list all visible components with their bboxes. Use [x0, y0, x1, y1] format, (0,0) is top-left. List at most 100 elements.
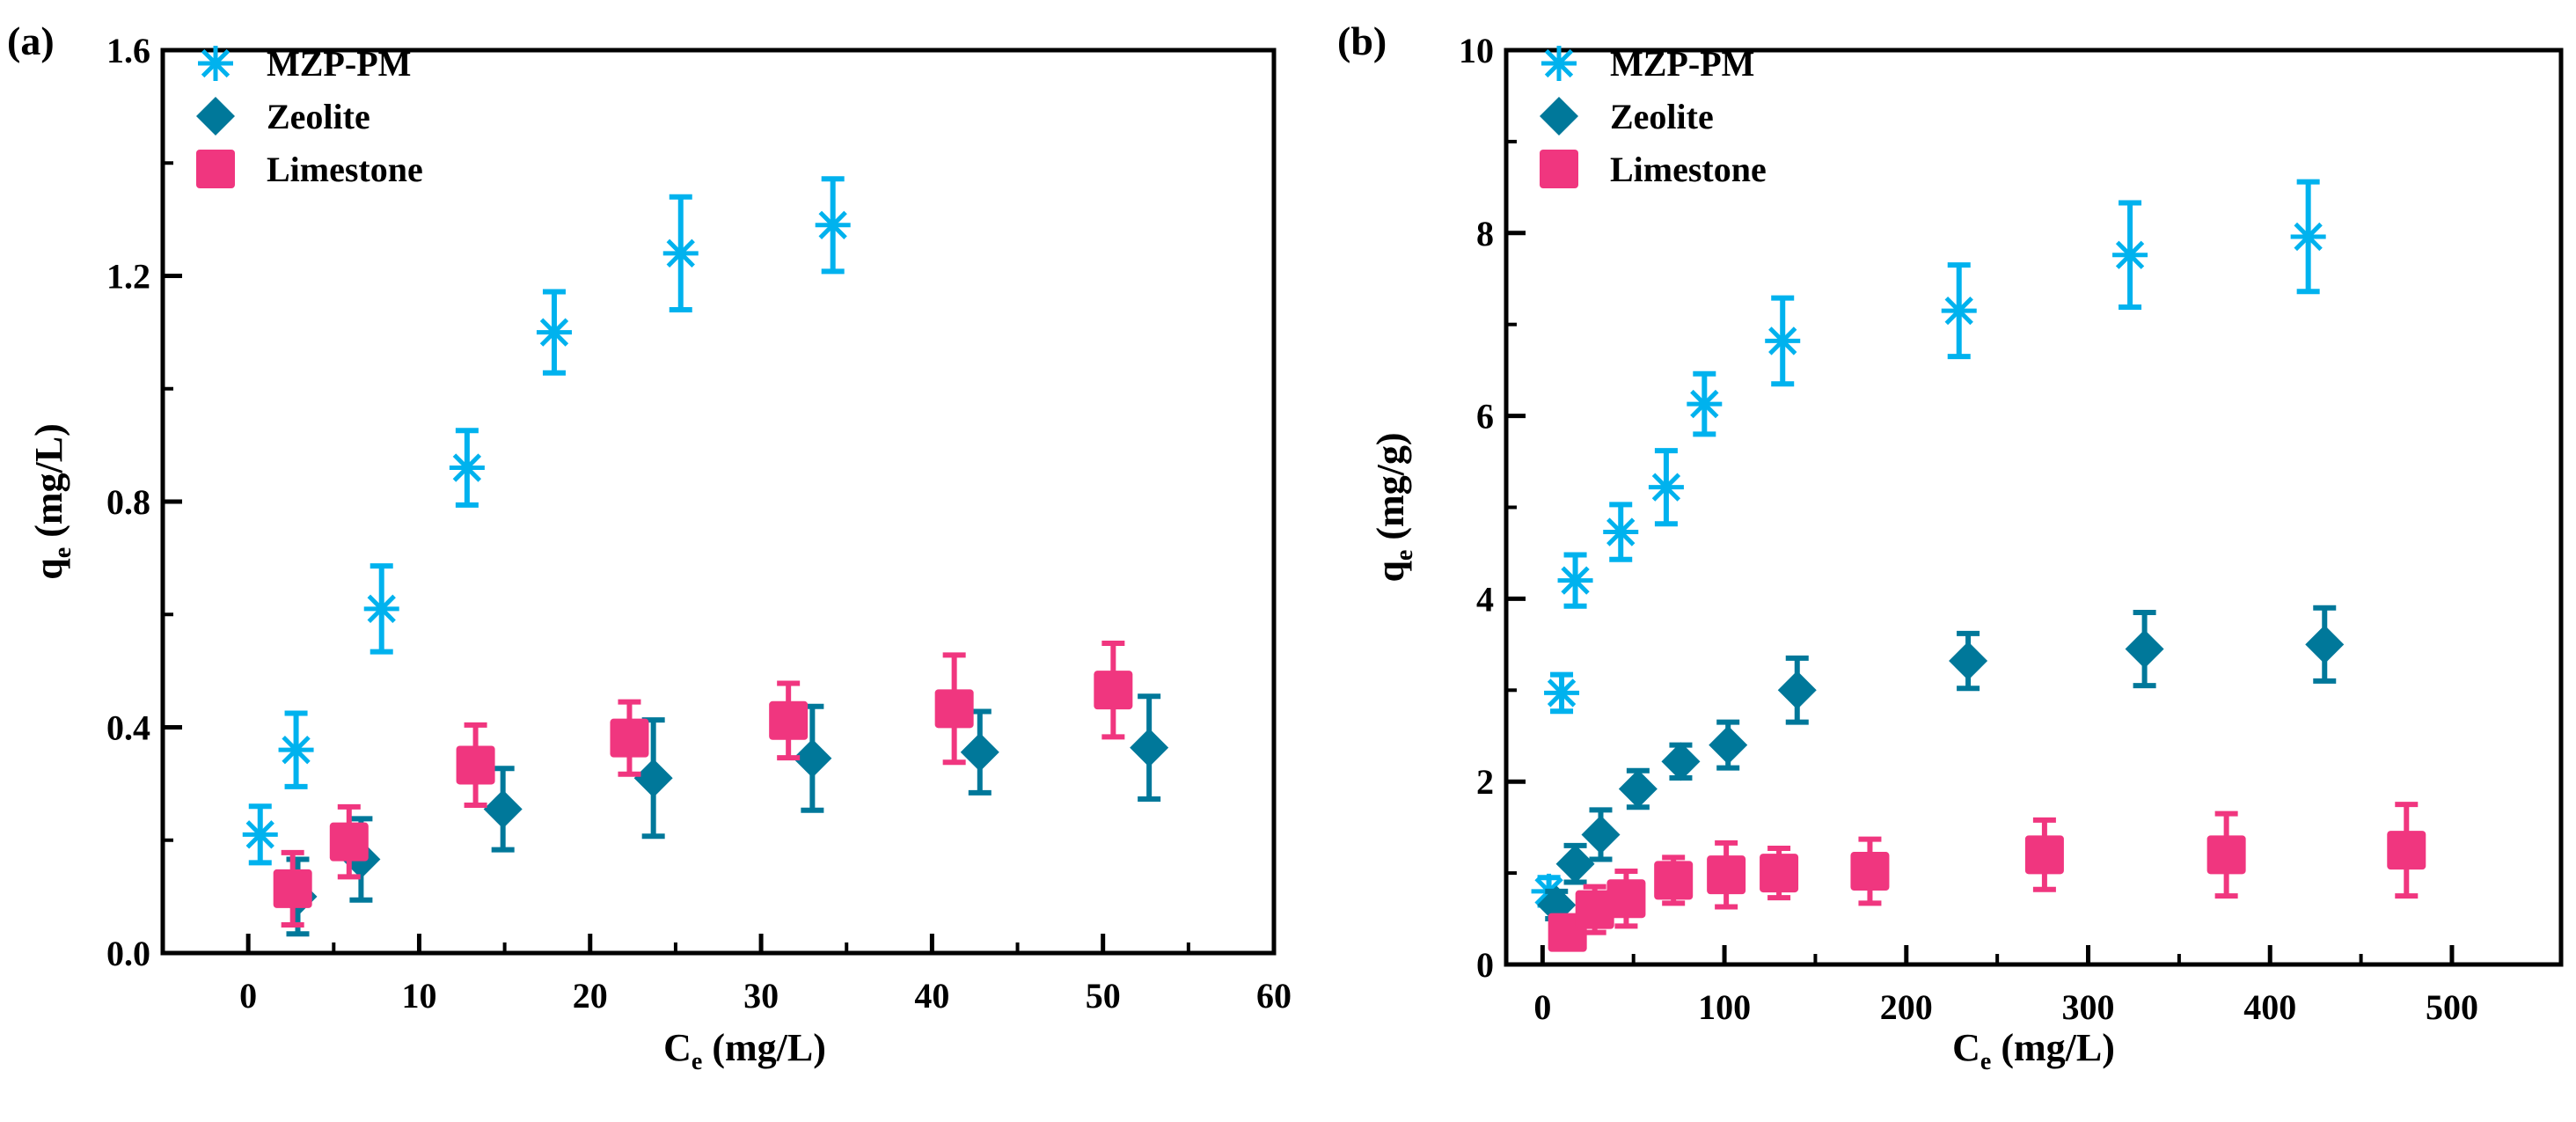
- data-point-diamond: [2305, 625, 2345, 664]
- y-tick-label: 0: [1476, 945, 1494, 985]
- data-point-diamond: [1581, 815, 1621, 854]
- legend-label: MZP-PM: [1610, 44, 1754, 84]
- panel-label: (a): [7, 18, 55, 63]
- data-point-asterisk: [1544, 675, 1580, 711]
- y-tick-label: 4: [1476, 579, 1494, 619]
- data-point-square: [1850, 852, 1890, 891]
- y-axis-label-unit: (mg/L): [27, 423, 70, 547]
- series-zeolite: [1537, 605, 2345, 925]
- x-axis-label-unit: (mg/L): [702, 1026, 826, 1069]
- x-tick-label: 500: [2426, 987, 2478, 1027]
- data-point-diamond: [633, 759, 673, 798]
- x-tick-label: 20: [573, 976, 608, 1016]
- asterisk-stroke: [1768, 326, 1797, 356]
- y-tick-label: 10: [1459, 31, 1494, 70]
- x-tick-label: 0: [1533, 987, 1551, 1027]
- y-tick-label: 1.6: [106, 31, 150, 70]
- panel-label: (b): [1337, 18, 1387, 63]
- data-point-square: [610, 718, 649, 758]
- asterisk-stroke: [1944, 296, 1973, 326]
- legend-marker-zeolite: [196, 97, 235, 136]
- asterisk-stroke: [282, 735, 311, 765]
- data-point-asterisk: [1557, 562, 1593, 598]
- data-point-asterisk: [449, 450, 485, 486]
- asterisk-stroke: [1544, 48, 1574, 78]
- legend-label: MZP-PM: [267, 44, 411, 84]
- data-point-asterisk: [1941, 293, 1977, 329]
- x-tick-label: 60: [1256, 976, 1292, 1016]
- y-axis-label-sub: e: [1391, 550, 1418, 561]
- asterisk-stroke: [1651, 473, 1681, 502]
- data-point-square: [1094, 671, 1133, 710]
- data-point-asterisk: [1687, 386, 1723, 422]
- y-tick-label: 2: [1476, 762, 1494, 802]
- data-point-asterisk: [2290, 218, 2326, 254]
- data-point-square: [1575, 890, 1614, 929]
- data-point-asterisk: [536, 314, 572, 350]
- panel-a: 0 10 20 30 40 50 60 0.0 0.4 0.8 1.2 1.6 (a) Ce (mg/L)…: [7, 18, 1292, 1075]
- x-axis-label-unit: (mg/L): [1991, 1026, 2115, 1069]
- data-point-diamond: [1661, 742, 1701, 781]
- x-axis-label-sub: e: [1980, 1048, 1991, 1075]
- data-point-asterisk: [1603, 514, 1639, 550]
- y-axis-label: qe (mg/g): [1369, 432, 1418, 582]
- asterisk-stroke: [2115, 240, 2145, 269]
- data-point-diamond: [960, 732, 999, 772]
- data-point-asterisk: [242, 817, 278, 853]
- data-point-asterisk: [815, 207, 851, 243]
- data-point-square: [2206, 835, 2246, 875]
- y-axis-label-main: q: [1369, 561, 1412, 583]
- data-point-square: [1707, 855, 1746, 895]
- x-tick-label: 30: [743, 976, 779, 1016]
- asterisk-stroke: [539, 318, 569, 347]
- data-point-square: [456, 745, 495, 785]
- x-axis-label-sub: e: [692, 1048, 702, 1075]
- x-tick-label: 200: [1880, 987, 1933, 1027]
- data-point-diamond: [1777, 671, 1817, 710]
- x-axis-label: Ce (mg/L): [1952, 1026, 2115, 1075]
- data-point-diamond: [1130, 728, 1169, 767]
- data-point-asterisk: [1765, 323, 1801, 359]
- legend-marker-zeolite: [1540, 97, 1578, 136]
- legend-label: Limestone: [1610, 150, 1767, 189]
- asterisk-stroke: [818, 210, 847, 239]
- x-tick-label: 40: [914, 976, 949, 1016]
- series-mzp-pm: [242, 176, 851, 866]
- x-tick-label: 400: [2243, 987, 2296, 1027]
- y-axis-label-main: q: [27, 558, 70, 580]
- data-point-square: [1654, 861, 1694, 900]
- legend-marker-mzp-pm: [1541, 46, 1577, 81]
- data-point-square: [1760, 854, 1799, 893]
- data-point-asterisk: [2112, 237, 2148, 273]
- data-point-diamond: [1555, 844, 1595, 884]
- asterisk-stroke: [1690, 389, 1719, 419]
- asterisk-stroke: [367, 594, 396, 624]
- y-axis-label-sub: e: [49, 547, 77, 558]
- y-tick-label: 6: [1476, 397, 1494, 436]
- asterisk-stroke: [2294, 222, 2323, 252]
- asterisk-stroke: [245, 820, 274, 849]
- data-point-asterisk: [1648, 469, 1684, 505]
- data-point-asterisk: [278, 732, 314, 768]
- data-point-square: [329, 822, 369, 862]
- x-tick-label: 0: [239, 976, 257, 1016]
- x-tick-label: 50: [1086, 976, 1121, 1016]
- y-tick-label: 0.8: [106, 482, 150, 522]
- data-point-square: [273, 869, 312, 908]
- asterisk-stroke: [666, 238, 695, 268]
- series-mzp-pm: [1531, 179, 2326, 909]
- x-axis-label-main: C: [663, 1026, 692, 1069]
- data-point-square: [2387, 831, 2426, 870]
- x-tick-label: 10: [401, 976, 436, 1016]
- x-tick-label: 300: [2062, 987, 2115, 1027]
- y-axis-label: qe (mg/L): [27, 423, 77, 579]
- y-tick-label: 8: [1476, 214, 1494, 253]
- data-point-diamond: [483, 789, 523, 829]
- series-zeolite: [278, 693, 1169, 937]
- data-point-diamond: [1709, 725, 1748, 765]
- x-axis-label: Ce (mg/L): [663, 1026, 826, 1075]
- asterisk-stroke: [452, 453, 482, 482]
